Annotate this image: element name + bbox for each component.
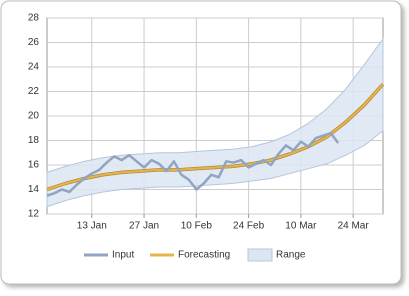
x-tick-label: 24 Mar [338,221,370,232]
range-area [46,37,384,208]
y-tick-label: 22 [28,86,40,97]
plot-area: 12 14 16 18 20 22 24 26 28 13 Jan 27 Jan 10 Feb 24 F… [28,13,385,232]
y-tick-label: 12 [28,209,40,220]
x-tick-label: 24 Feb [233,221,265,232]
y-tick-label: 16 [28,160,40,171]
x-tick-label: 10 Feb [181,221,213,232]
legend-label: Input [112,250,134,261]
legend-label: Forecasting [178,250,230,261]
legend-swatch [247,248,273,262]
y-tick-label: 28 [28,13,40,24]
x-tick-label: 10 Mar [285,221,317,232]
series-line [46,83,384,191]
y-tick-label: 14 [28,184,40,195]
y-tick-label: 26 [28,37,40,48]
series-line [46,131,340,197]
x-tick-label: 27 Jan [129,221,159,232]
y-tick-label: 20 [28,111,40,122]
x-tick-label: 13 Jan [77,221,107,232]
y-tick-label: 18 [28,135,40,146]
legend-label: Range [276,250,306,261]
y-tick-label: 24 [28,62,40,73]
